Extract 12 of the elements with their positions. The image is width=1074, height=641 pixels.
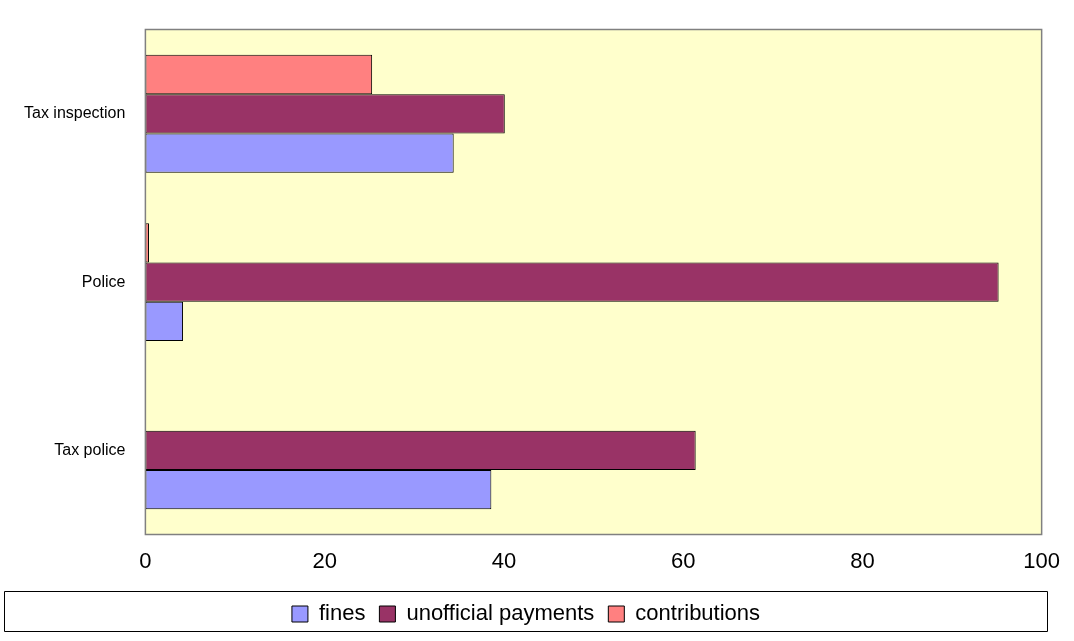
x-tick-label: 100 xyxy=(1023,547,1061,573)
x-tick-label: 40 xyxy=(491,547,517,573)
x-tick-label: 20 xyxy=(312,547,337,573)
y-tick-label: Tax police xyxy=(54,440,126,458)
legend-label: contributions xyxy=(635,600,761,626)
x-tick-label: 0 xyxy=(139,547,152,573)
x-tick-label: 80 xyxy=(850,547,875,573)
legend-label: unofficial payments xyxy=(406,600,595,626)
x-tick-label: 60 xyxy=(670,547,696,573)
legend-label: fines xyxy=(318,600,366,626)
y-tick-label: Police xyxy=(81,272,126,290)
y-tick-label: Tax inspection xyxy=(24,104,126,122)
